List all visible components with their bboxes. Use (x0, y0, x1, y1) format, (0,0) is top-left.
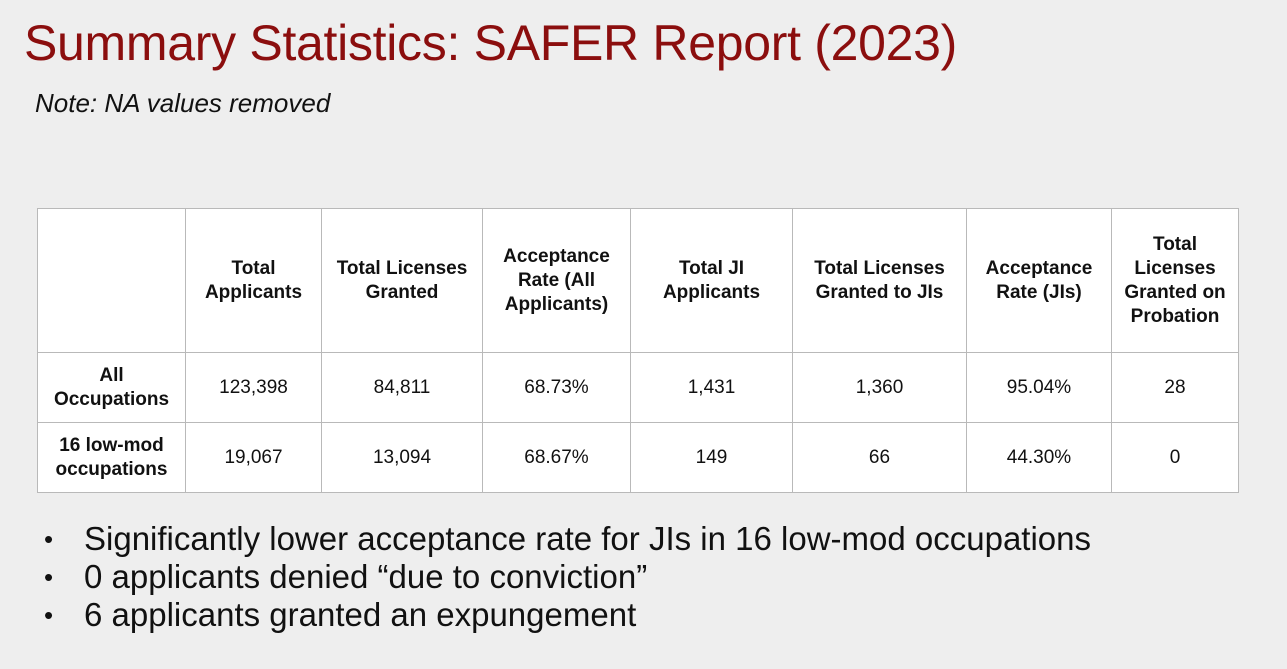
bullet-item: • 6 applicants granted an expungement (44, 596, 1091, 634)
table-cell: 28 (1111, 352, 1239, 423)
table-cell: 68.73% (482, 352, 631, 423)
table-cell: 84,811 (321, 352, 483, 423)
summary-statistics-table: Total Applicants Total Licenses Granted … (37, 208, 1239, 493)
header-total-ji-applicants: Total JI Applicants (630, 208, 793, 353)
header-corner-cell (37, 208, 186, 353)
table-header-row: Total Applicants Total Licenses Granted … (37, 208, 1239, 353)
header-licenses-on-probation: Total Licenses Granted on Probation (1111, 208, 1239, 353)
slide-title: Summary Statistics: SAFER Report (2023) (24, 15, 958, 71)
summary-table-container: Total Applicants Total Licenses Granted … (37, 208, 1239, 493)
bullet-text: 6 applicants granted an expungement (84, 596, 637, 633)
bullet-item: • 0 applicants denied “due to conviction… (44, 558, 1091, 596)
bullet-text: 0 applicants denied “due to conviction” (84, 558, 648, 595)
row-label: 16 low-mod occupations (37, 422, 186, 493)
table-cell: 123,398 (185, 352, 322, 423)
table-cell: 66 (792, 422, 967, 493)
table-cell: 95.04% (966, 352, 1112, 423)
bullet-dot-icon: • (44, 600, 54, 630)
table-cell: 68.67% (482, 422, 631, 493)
table-cell: 44.30% (966, 422, 1112, 493)
bullet-text: Significantly lower acceptance rate for … (84, 520, 1091, 557)
table-cell: 13,094 (321, 422, 483, 493)
bullet-list: • Significantly lower acceptance rate fo… (44, 520, 1091, 634)
table-cell: 0 (1111, 422, 1239, 493)
slide-note: Note: NA values removed (35, 88, 331, 118)
bullet-dot-icon: • (44, 562, 54, 592)
header-acceptance-rate-all: Acceptance Rate (All Applicants) (482, 208, 631, 353)
header-acceptance-rate-jis: Acceptance Rate (JIs) (966, 208, 1112, 353)
bullet-dot-icon: • (44, 524, 54, 554)
header-total-licenses-granted: Total Licenses Granted (321, 208, 483, 353)
table-row: All Occupations 123,398 84,811 68.73% 1,… (37, 352, 1239, 423)
table-cell: 149 (630, 422, 793, 493)
table-row: 16 low-mod occupations 19,067 13,094 68.… (37, 422, 1239, 493)
header-licenses-granted-to-jis: Total Licenses Granted to JIs (792, 208, 967, 353)
table-cell: 19,067 (185, 422, 322, 493)
header-total-applicants: Total Applicants (185, 208, 322, 353)
table-cell: 1,431 (630, 352, 793, 423)
table-cell: 1,360 (792, 352, 967, 423)
row-label: All Occupations (37, 352, 186, 423)
bullet-item: • Significantly lower acceptance rate fo… (44, 520, 1091, 558)
